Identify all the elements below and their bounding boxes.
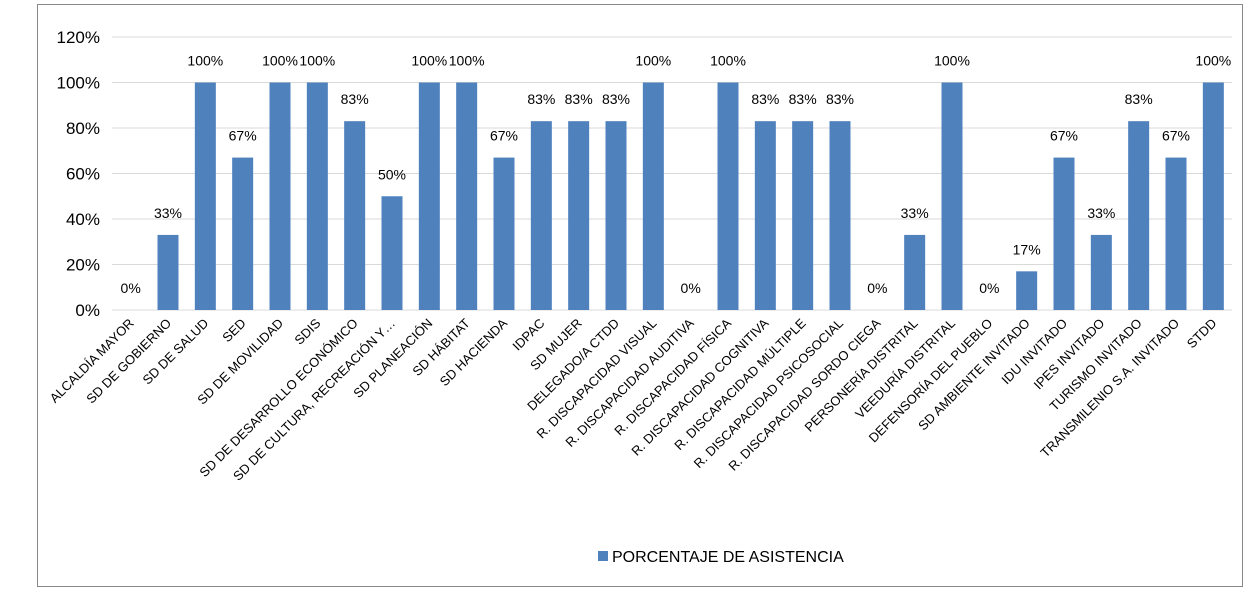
bar	[418, 82, 440, 310]
bar	[1016, 271, 1038, 310]
bar	[306, 82, 328, 310]
data-label: 0%	[681, 280, 701, 296]
data-label: 33%	[901, 205, 929, 221]
data-label: 100%	[710, 53, 746, 69]
bar	[381, 196, 403, 310]
bar	[1202, 82, 1224, 310]
data-label: 100%	[1195, 53, 1231, 69]
data-label: 83%	[751, 91, 779, 107]
data-label: 100%	[411, 53, 447, 69]
data-label: 100%	[187, 53, 223, 69]
y-tick-label: 60%	[66, 165, 100, 184]
legend-label: PORCENTAJE DE ASISTENCIA	[612, 549, 844, 566]
data-label: 33%	[1087, 205, 1115, 221]
data-label: 100%	[299, 53, 335, 69]
bar	[941, 82, 963, 310]
data-label: 100%	[262, 53, 298, 69]
bar	[194, 82, 216, 310]
data-label: 67%	[1162, 128, 1190, 144]
y-tick-label: 80%	[66, 119, 100, 138]
data-label: 83%	[527, 91, 555, 107]
y-tick-label: 100%	[57, 74, 100, 93]
bar	[792, 121, 814, 310]
bar	[269, 82, 291, 310]
bar	[717, 82, 739, 310]
y-tick-label: 120%	[57, 28, 100, 47]
data-label: 100%	[635, 53, 671, 69]
bar	[493, 157, 515, 310]
bar	[904, 234, 926, 310]
bar	[232, 157, 254, 310]
data-label: 67%	[1050, 128, 1078, 144]
bar	[530, 121, 552, 310]
data-label: 83%	[565, 91, 593, 107]
data-label: 83%	[602, 91, 630, 107]
legend-swatch	[598, 551, 608, 561]
bar	[1053, 157, 1075, 310]
data-label: 83%	[789, 91, 817, 107]
data-label: 67%	[490, 128, 518, 144]
bar	[456, 82, 478, 310]
data-label: 83%	[826, 91, 854, 107]
bar	[1128, 121, 1150, 310]
bar	[1165, 157, 1187, 310]
data-label: 33%	[154, 205, 182, 221]
data-label: 0%	[867, 280, 887, 296]
data-label: 100%	[934, 53, 970, 69]
data-label: 83%	[341, 91, 369, 107]
bar	[642, 82, 664, 310]
bar	[754, 121, 776, 310]
bar	[344, 121, 366, 310]
data-label: 83%	[1125, 91, 1153, 107]
y-tick-label: 40%	[66, 210, 100, 229]
bar	[829, 121, 851, 310]
data-label: 0%	[121, 280, 141, 296]
data-label: 50%	[378, 166, 406, 182]
data-label: 17%	[1013, 241, 1041, 257]
y-tick-label: 0%	[75, 301, 100, 320]
bar	[157, 234, 179, 310]
bar	[568, 121, 590, 310]
y-tick-label: 20%	[66, 256, 100, 275]
bar	[1090, 234, 1112, 310]
data-label: 100%	[449, 53, 485, 69]
data-label: 0%	[979, 280, 999, 296]
data-label: 67%	[229, 128, 257, 144]
bar	[605, 121, 627, 310]
